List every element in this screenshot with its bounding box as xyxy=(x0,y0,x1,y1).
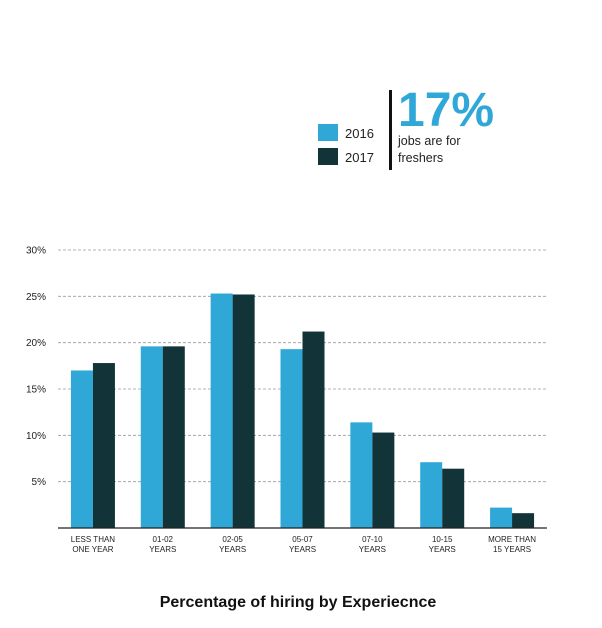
legend-label-2017: 2017 xyxy=(345,150,374,165)
bar-2016 xyxy=(70,370,93,528)
bar-2016 xyxy=(350,422,373,528)
callout-line-2: freshers xyxy=(398,151,443,165)
x-axis: LESS THAN ONE YEAR 01-02 YEARS 02-05 YEARS 05-… xyxy=(71,535,536,554)
y-tick-label: 25% xyxy=(26,292,46,303)
bars xyxy=(70,293,535,528)
x-tick-label: 02-05 YEARS xyxy=(219,535,246,554)
bar-2017 xyxy=(372,432,395,528)
x-tick-label: 10-15 YEARS xyxy=(429,535,456,554)
callout-divider xyxy=(389,90,392,170)
y-tick-label: 5% xyxy=(32,477,47,488)
callout: 17% jobs are for freshers xyxy=(389,84,494,170)
y-tick-label: 10% xyxy=(26,431,46,442)
legend: 2016 2017 xyxy=(318,124,374,165)
bar-2017 xyxy=(442,468,465,528)
bar-2017 xyxy=(512,513,535,528)
y-axis: 30% 25% 20% 15% 10% 5% xyxy=(26,246,46,489)
bar-2017 xyxy=(162,346,185,528)
bar-2016 xyxy=(490,507,513,528)
bar-2016 xyxy=(420,462,443,528)
bar-2017 xyxy=(92,363,115,528)
x-tick-label: 01-02 YEARS xyxy=(149,535,176,554)
x-tick-label: MORE THAN 15 YEARS xyxy=(488,535,536,554)
y-tick-label: 15% xyxy=(26,385,46,396)
bar-2016 xyxy=(210,293,233,528)
bar-2017 xyxy=(302,331,325,528)
x-tick-label: 05-07 YEARS xyxy=(289,535,316,554)
x-tick-label: LESS THAN ONE YEAR xyxy=(71,535,116,554)
gridlines xyxy=(58,249,547,483)
bar-2016 xyxy=(140,346,163,528)
x-tick-label: 07-10 YEARS xyxy=(359,535,386,554)
y-tick-label: 30% xyxy=(26,246,46,257)
callout-value: 17% xyxy=(398,84,494,137)
chart-title: Percentage of hiring by Experiecnce xyxy=(160,594,437,611)
callout-line-1: jobs are for xyxy=(397,134,461,148)
bar-2017 xyxy=(232,294,255,528)
bar-2016 xyxy=(280,349,303,528)
legend-swatch-2016 xyxy=(318,124,338,141)
legend-label-2016: 2016 xyxy=(345,126,374,141)
legend-swatch-2017 xyxy=(318,148,338,165)
y-tick-label: 20% xyxy=(26,338,46,349)
